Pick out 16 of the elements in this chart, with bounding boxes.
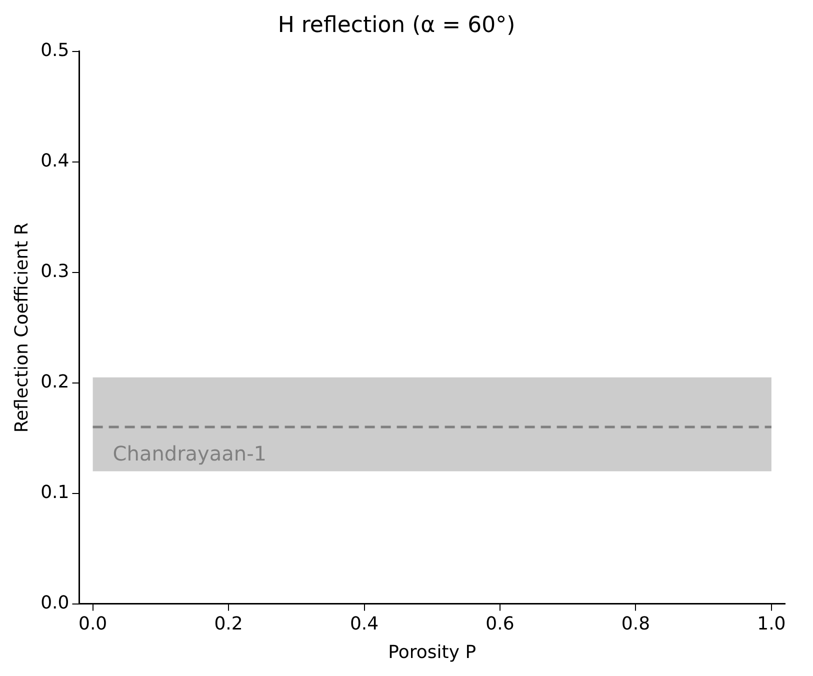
y-tick-label: 0.2 [40, 372, 70, 393]
y-tick-label: 0.4 [40, 150, 70, 172]
x-tick-label: 0.6 [486, 613, 514, 634]
x-tick-label: 0.2 [214, 613, 243, 634]
y-tick-label: 0.5 [40, 40, 70, 62]
x-tick-label: 0.4 [350, 613, 379, 634]
band-label: Chandrayaan-1 [112, 441, 267, 466]
y-tick-label: 0.0 [40, 592, 70, 614]
x-tick-label: 0.8 [621, 613, 650, 634]
chart-title: H reflection (α = 60°) [278, 12, 516, 38]
x-tick-label: 1.0 [757, 613, 786, 634]
y-tick-label: 0.1 [40, 482, 70, 503]
x-tick-label: 0.0 [78, 613, 108, 634]
y-axis-title: Reflection Coefficient R [11, 222, 32, 433]
y-tick-label: 0.3 [40, 261, 70, 282]
x-axis-title: Porosity P [388, 642, 476, 663]
